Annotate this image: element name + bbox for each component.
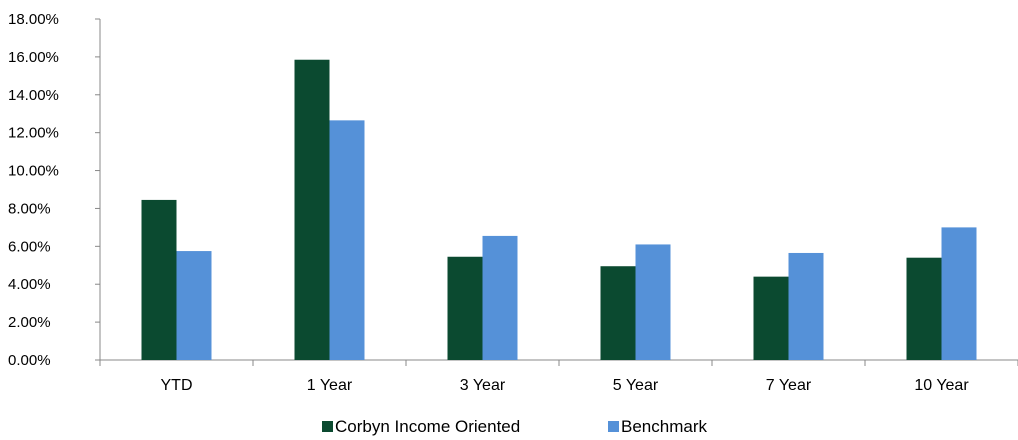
x-tick-label: 1 Year [307, 377, 353, 394]
bar-corbyn [294, 59, 330, 360]
bar-corbyn [447, 256, 483, 360]
x-tick-label: 7 Year [766, 377, 812, 394]
legend-label: Benchmark [621, 417, 707, 436]
y-tick-label: 8.00% [8, 200, 51, 217]
y-tick-label: 10.00% [8, 163, 59, 180]
x-tick-label: 5 Year [613, 377, 659, 394]
y-tick-label: 4.00% [8, 276, 51, 293]
bar-corbyn [600, 266, 636, 360]
bars [141, 59, 977, 360]
bar-benchmark [482, 235, 518, 360]
x-tick-label: YTD [161, 377, 193, 394]
bar-corbyn [141, 199, 177, 360]
legend: Corbyn Income Oriented Benchmark [322, 417, 707, 436]
x-tick-label: 3 Year [460, 377, 506, 394]
legend-swatch [322, 421, 333, 432]
bar-benchmark [788, 252, 824, 360]
x-tick-label: 10 Year [914, 377, 969, 394]
y-tick-label: 16.00% [8, 49, 59, 66]
y-tick-label: 0.00% [8, 352, 51, 369]
y-tick-label: 6.00% [8, 238, 51, 255]
y-tick-label: 2.00% [8, 314, 51, 331]
bar-benchmark [329, 120, 365, 360]
y-tick-label: 12.00% [8, 125, 59, 142]
bar-benchmark [635, 244, 671, 360]
bar-benchmark [176, 251, 212, 360]
bar-corbyn [753, 276, 789, 360]
legend-swatch [608, 421, 619, 432]
legend-label: Corbyn Income Oriented [335, 417, 520, 436]
y-tick-label: 18.00% [8, 11, 59, 28]
bar-corbyn [906, 257, 942, 360]
bar-benchmark [941, 227, 977, 360]
y-axis: 0.00% 2.00% 4.00% 6.00% 8.00% 10.00% 12.00% 14.… [8, 11, 101, 369]
x-axis: YTD 1 Year 3 Year 5 Year 7 Year 10 Year [99, 359, 1018, 394]
y-tick-label: 14.00% [8, 87, 59, 104]
